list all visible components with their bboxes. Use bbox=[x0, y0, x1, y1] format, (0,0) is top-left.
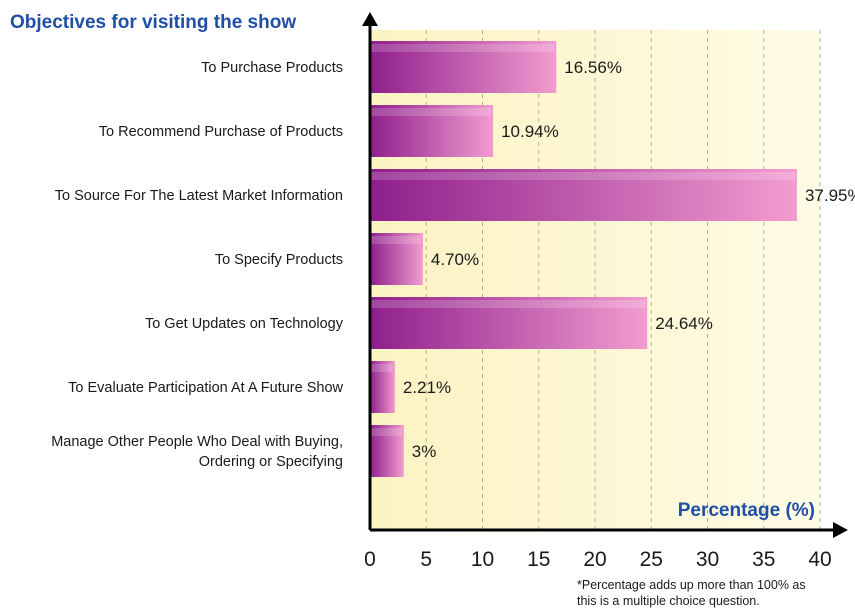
bar bbox=[370, 169, 797, 221]
bar bbox=[370, 297, 648, 349]
value-label: 3% bbox=[412, 442, 437, 461]
bars bbox=[370, 41, 797, 477]
bar bbox=[370, 105, 494, 157]
x-axis-arrow-icon bbox=[833, 522, 848, 538]
x-tick-label: 40 bbox=[808, 548, 831, 571]
value-label: 10.94% bbox=[501, 122, 559, 141]
category-label: To Evaluate Participation At A Future Sh… bbox=[68, 380, 343, 396]
value-label: 2.21% bbox=[403, 378, 451, 397]
x-tick-label: 35 bbox=[752, 548, 775, 571]
x-ticks: 0 5 10 15 20 25 30 35 40 bbox=[364, 548, 832, 571]
x-tick-label: 5 bbox=[420, 548, 432, 571]
category-label: To Purchase Products bbox=[201, 60, 343, 76]
bar-highlight bbox=[370, 364, 393, 372]
value-label: 4.70% bbox=[431, 250, 479, 269]
category-label: Manage Other People Who Deal with Buying… bbox=[51, 434, 343, 450]
x-tick-label: 0 bbox=[364, 548, 376, 571]
bar-highlight bbox=[370, 428, 402, 436]
value-label: 16.56% bbox=[564, 58, 622, 77]
bar bbox=[370, 425, 404, 477]
x-tick-label: 15 bbox=[527, 548, 550, 571]
bar-highlight bbox=[370, 108, 492, 116]
category-label: To Recommend Purchase of Products bbox=[99, 124, 343, 140]
value-labels: 16.56% 10.94% 37.95% 4.70% 24.64% 2.21% 3% bbox=[403, 58, 855, 461]
bar bbox=[370, 41, 557, 93]
category-label: To Get Updates on Technology bbox=[145, 316, 344, 332]
bar-highlight bbox=[370, 300, 646, 308]
bar-highlight bbox=[370, 172, 795, 180]
x-tick-label: 20 bbox=[583, 548, 606, 571]
category-label: Ordering or Specifying bbox=[199, 454, 343, 470]
bar-highlight bbox=[370, 236, 421, 244]
footnote-line-1: *Percentage adds up more than 100% as bbox=[577, 578, 806, 592]
footnote-line-2: this is a multiple choice question. bbox=[577, 594, 760, 608]
value-label: 37.95% bbox=[805, 186, 855, 205]
x-axis-title: Percentage (%) bbox=[678, 500, 815, 521]
bar-highlight bbox=[370, 44, 555, 52]
category-label: To Source For The Latest Market Informat… bbox=[55, 188, 343, 204]
x-tick-label: 10 bbox=[471, 548, 494, 571]
x-tick-label: 30 bbox=[696, 548, 719, 571]
category-labels: To Purchase Products To Recommend Purchas… bbox=[51, 60, 344, 470]
category-label: To Specify Products bbox=[215, 252, 343, 268]
y-axis-arrow-icon bbox=[362, 12, 378, 26]
x-tick-label: 25 bbox=[640, 548, 663, 571]
bar bbox=[370, 233, 423, 285]
chart-title: Objectives for visiting the show bbox=[10, 12, 296, 33]
bar bbox=[370, 361, 395, 413]
value-label: 24.64% bbox=[655, 314, 713, 333]
